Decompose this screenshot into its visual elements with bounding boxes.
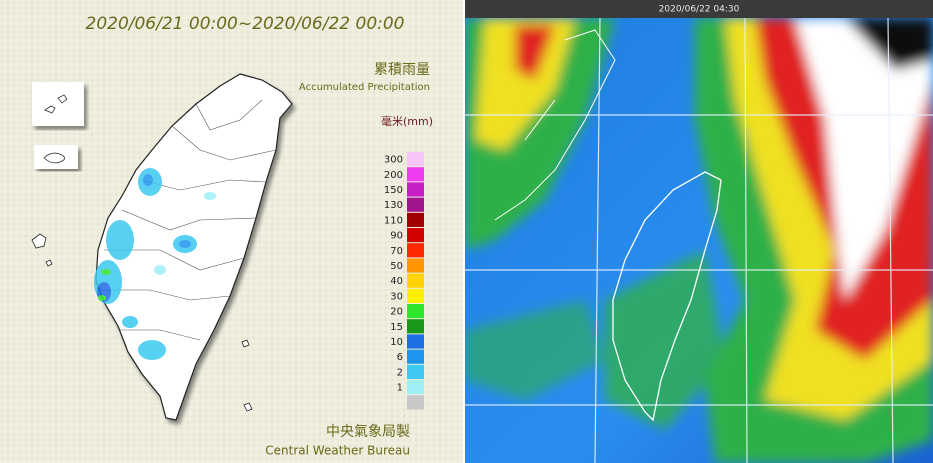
islands [31,233,253,412]
legend-swatch [407,349,424,364]
agency-zh: 中央氣象局製 [326,424,410,440]
grid-lines [465,17,933,463]
legend-swatch [407,197,424,212]
county-borders-part [120,329,201,341]
grid-lines-part [744,17,748,463]
legend-swatch [407,288,424,303]
rain-areas-part [122,316,138,328]
taiwan-coastline [612,171,722,422]
rain-areas-part [204,192,216,200]
legend-label: 6 [397,352,403,363]
rainfall-map: 2020/06/21 00:00~2020/06/22 00:00 累積雨量 A… [0,0,463,463]
heading-zh: 累積雨量 [374,62,430,78]
legend-label: 15 [390,322,403,333]
china-coastline [494,29,616,221]
rain-areas-part [179,240,191,248]
rain-areas-part [101,269,111,275]
unit: 毫米(mm) [381,114,433,128]
cloud-cover-part [795,18,933,300]
legend-label: 200 [384,170,403,181]
county-borders-part [195,99,263,131]
legend-swatch [407,167,424,182]
rain-areas-part [138,340,166,360]
legend-swatch [407,152,424,167]
rain-areas-part [143,174,153,186]
legend-label: 30 [390,291,403,302]
legend-swatch [407,212,424,227]
legend-label: 150 [384,185,403,196]
agency-en: Central Weather Bureau [265,444,410,458]
grid-lines-part [887,17,894,463]
inset-part [32,82,84,126]
rain-areas-part [154,265,166,275]
legend-swatch [407,243,424,258]
legend: 300 200 150 130 110 90 70 50 40 30 20 15 10 6 2 1 [384,152,424,410]
rain-areas-part [106,220,134,260]
cloud-cover-part [515,25,555,80]
cloud-cover-part [465,300,605,400]
legend-label: 40 [390,276,403,287]
county-borders-part [100,289,231,301]
legend-label: 2 [397,367,403,378]
legend-swatch [407,334,424,349]
legend-swatch [407,304,424,319]
rain-areas [94,168,216,360]
legend-label: 110 [384,215,403,226]
legend-swatch [407,228,424,243]
cloud-cover-part [845,18,933,70]
rain-areas-part [98,295,106,301]
islands-part [243,402,253,412]
legend-swatch [407,319,424,334]
top-bar [465,0,933,18]
legend-label: 10 [390,337,403,348]
legend-swatch [407,273,424,288]
inset-part [43,152,65,164]
legend-swatch [407,258,424,273]
legend-swatch [407,380,424,395]
legend-label: 130 [384,200,403,211]
islands-part [241,339,250,348]
legend-label: 90 [390,231,403,242]
heading-en: Accumulated Precipitation [299,82,430,93]
cloud-cover-part [475,18,575,150]
map-title: 2020/06/21 00:00~2020/06/22 00:00 [86,14,405,34]
inset-part [44,94,68,114]
legend-label: 20 [390,307,403,318]
islands-part [45,259,53,267]
timestamp: 2020/06/22 04:30 [659,5,740,15]
legend-label: 1 [397,383,403,394]
satellite-image: 2020/06/22 04:30 [465,0,933,463]
legend-label: 50 [390,261,403,272]
legend-label: 300 [384,155,403,166]
legend-swatch [407,364,424,379]
legend-label: 70 [390,246,403,257]
legend-swatch [407,395,424,410]
cloud-cover-part [605,250,725,430]
legend-swatch [407,182,424,197]
county-borders-part [171,125,277,161]
inset [32,82,84,169]
county-borders-part [121,209,257,231]
islands-part [31,233,47,249]
